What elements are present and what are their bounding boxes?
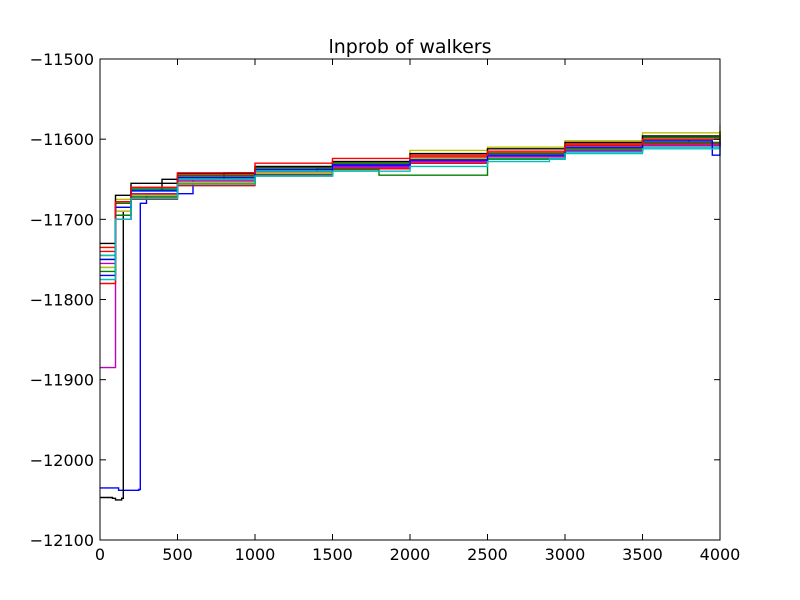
y-axis: −12100 −12000 −11900 −11800 −11700 −11600 −115…	[30, 50, 720, 550]
y-tick-label: −12000	[30, 451, 94, 470]
y-tick-label: −11900	[30, 371, 94, 390]
series-layer	[100, 124, 721, 501]
chart-title: lnprob of walkers	[328, 36, 491, 58]
x-tick-label: 2000	[390, 545, 431, 564]
x-tick-label: 4000	[700, 545, 741, 564]
x-axis: 0 500 1000 1500 2000 2500 3000 3500 4000	[95, 59, 740, 564]
x-tick-label: 3000	[545, 545, 586, 564]
x-tick-label: 500	[162, 545, 193, 564]
y-tick-label: −11800	[30, 291, 94, 310]
series-line-18	[100, 145, 721, 281]
series-line-17	[100, 136, 721, 249]
x-tick-label: 1500	[312, 545, 353, 564]
x-tick-label: 3500	[622, 545, 663, 564]
y-tick-label: −11600	[30, 130, 94, 149]
y-tick-label: −12100	[30, 531, 94, 550]
y-tick-label: −11500	[30, 50, 94, 69]
y-tick-label: −11700	[30, 210, 94, 229]
x-tick-label: 2500	[467, 545, 508, 564]
x-tick-label: 0	[95, 545, 105, 564]
x-tick-label: 1000	[235, 545, 276, 564]
